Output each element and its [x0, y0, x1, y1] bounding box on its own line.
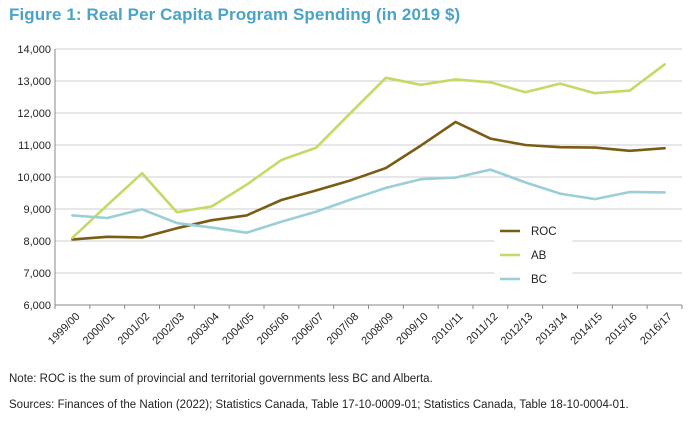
x-tick-label: 2010/11 — [430, 311, 466, 347]
x-tick-label: 2014/15 — [568, 311, 605, 348]
legend-box — [494, 216, 573, 290]
y-tick-label: 13,000 — [17, 76, 51, 88]
x-tick-label: 2001/02 — [116, 311, 153, 348]
series-line-roc — [71, 120, 666, 241]
x-tick-label: 2005/06 — [255, 311, 292, 348]
y-tick-label: 14,000 — [17, 44, 51, 56]
legend-label-ab: AB — [531, 250, 547, 262]
legend: ROC AB BC — [494, 216, 573, 290]
x-tick-label: 2002/03 — [150, 311, 187, 348]
x-tick-label: 2004/05 — [220, 311, 257, 348]
y-tick-label: 11,000 — [18, 140, 51, 152]
series-line-ab — [71, 63, 666, 240]
x-tick-label: 2006/07 — [290, 311, 327, 348]
y-tick-label: 10,000 — [17, 172, 51, 184]
line-chart: 6,000 7,000 8,000 9,000 10,000 11,000 12,000 13… — [17, 44, 683, 348]
x-tick-label: 2003/04 — [185, 311, 222, 348]
x-tick-label: 2013/14 — [534, 311, 571, 348]
x-tick-label: 2016/17 — [638, 311, 675, 348]
series-line-bc — [71, 168, 666, 234]
x-tick-label: 2008/09 — [359, 311, 396, 348]
x-axis: 1999/002000/012001/022002/032003/042004/… — [46, 305, 683, 348]
chart-note: Note: ROC is the sum of provincial and t… — [9, 373, 433, 385]
y-tick-label: 7,000 — [23, 268, 51, 280]
x-tick-label: 2011/12 — [465, 311, 501, 347]
series-lines — [71, 63, 666, 241]
gridlines — [55, 48, 682, 306]
legend-label-roc: ROC — [531, 226, 557, 238]
y-tick-label: 12,000 — [17, 108, 51, 120]
x-tick-label: 2009/10 — [394, 311, 431, 348]
y-tick-label: 8,000 — [23, 236, 51, 248]
x-tick-label: 2012/13 — [499, 311, 536, 348]
x-tick-label: 1999/00 — [46, 311, 83, 348]
y-tick-label: 6,000 — [23, 300, 51, 312]
x-tick-label: 2015/16 — [603, 311, 640, 348]
x-tick-label: 2007/08 — [325, 311, 362, 348]
chart-title: Figure 1: Real Per Capita Program Spendi… — [9, 5, 461, 24]
x-tick-label: 2000/01 — [81, 311, 118, 348]
y-tick-label: 9,000 — [23, 204, 51, 216]
legend-label-bc: BC — [531, 274, 547, 286]
y-axis: 6,000 7,000 8,000 9,000 10,000 11,000 12,000 13… — [17, 44, 56, 312]
chart-sources: Sources: Finances of the Nation (2022); … — [9, 399, 629, 411]
